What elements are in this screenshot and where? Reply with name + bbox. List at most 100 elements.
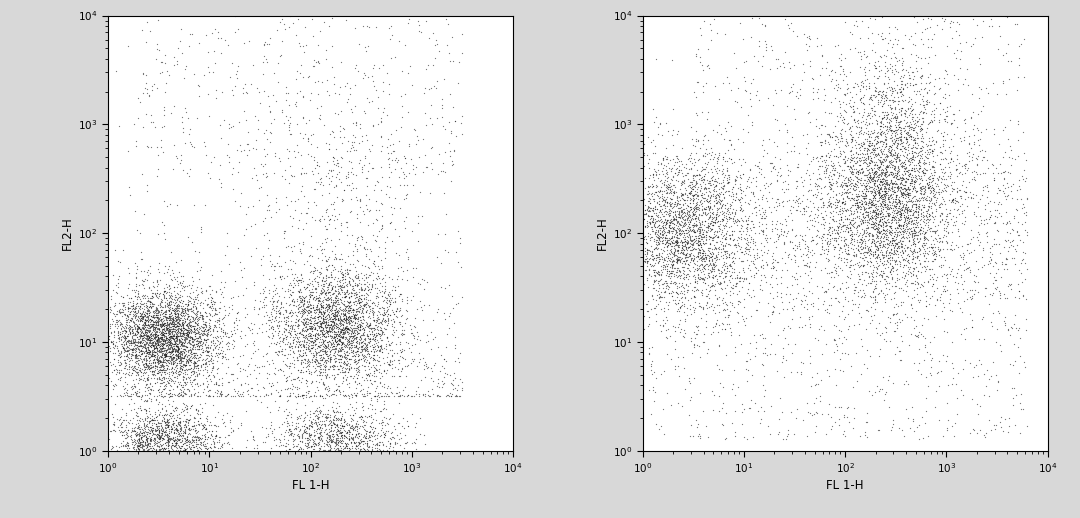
Point — [887, 195, 904, 203]
Point — [320, 311, 337, 319]
Point — [136, 352, 153, 360]
Point — [726, 208, 743, 217]
Point — [170, 421, 187, 429]
Point — [120, 370, 137, 378]
Point — [891, 199, 908, 208]
Point — [367, 338, 384, 347]
Point — [724, 280, 741, 289]
Point — [138, 333, 156, 341]
Point — [104, 271, 121, 280]
Point — [120, 338, 137, 346]
Point — [872, 51, 889, 60]
Point — [294, 331, 311, 339]
Point — [348, 420, 365, 428]
Point — [876, 396, 893, 404]
Point — [996, 265, 1013, 273]
Point — [305, 437, 322, 445]
Point — [939, 112, 956, 120]
Point — [204, 362, 221, 370]
Point — [150, 319, 167, 327]
Point — [127, 312, 145, 320]
Point — [876, 34, 893, 42]
Point — [156, 435, 173, 443]
Point — [743, 121, 760, 130]
Point — [978, 183, 996, 192]
Point — [353, 411, 370, 420]
Point — [697, 183, 714, 191]
Point — [260, 370, 278, 379]
Point — [293, 209, 310, 217]
Point — [1002, 285, 1020, 293]
Point — [860, 172, 877, 181]
Point — [193, 434, 211, 442]
Point — [912, 151, 929, 159]
Point — [310, 304, 327, 312]
Point — [854, 209, 872, 217]
Point — [170, 300, 187, 308]
Point — [380, 361, 397, 369]
Point — [954, 391, 971, 399]
Point — [669, 289, 686, 297]
Point — [350, 274, 367, 282]
Point — [133, 429, 150, 437]
Point — [210, 352, 227, 361]
Point — [164, 355, 181, 363]
Point — [168, 327, 186, 336]
Point — [168, 314, 186, 323]
Point — [686, 235, 703, 243]
Point — [167, 322, 185, 330]
Point — [841, 218, 859, 226]
Point — [298, 363, 315, 371]
Point — [759, 246, 777, 254]
Point — [319, 327, 336, 335]
Point — [848, 201, 865, 209]
Point — [339, 298, 356, 307]
Point — [900, 233, 917, 241]
Point — [183, 328, 200, 336]
Point — [753, 359, 770, 368]
Point — [737, 77, 754, 85]
Point — [874, 202, 891, 210]
Point — [324, 42, 341, 51]
Point — [870, 253, 888, 262]
Point — [353, 404, 370, 412]
Point — [309, 278, 326, 286]
Point — [697, 250, 714, 258]
Point — [644, 227, 661, 235]
Point — [711, 121, 728, 130]
Point — [893, 80, 910, 89]
Point — [686, 187, 703, 195]
Point — [377, 238, 394, 246]
Point — [318, 279, 335, 287]
Point — [883, 234, 901, 242]
Point — [99, 352, 117, 360]
Point — [859, 52, 876, 60]
Point — [102, 295, 119, 303]
Point — [315, 339, 333, 348]
Point — [856, 217, 874, 225]
Point — [126, 358, 144, 367]
Point — [179, 365, 197, 373]
Point — [671, 193, 688, 201]
Point — [874, 115, 891, 123]
Point — [159, 434, 176, 442]
Point — [145, 318, 162, 326]
Point — [877, 133, 894, 141]
Point — [199, 347, 216, 355]
Point — [929, 188, 946, 196]
Point — [152, 422, 170, 430]
Point — [212, 339, 229, 347]
Point — [737, 198, 754, 207]
Point — [336, 416, 353, 425]
Point — [868, 158, 886, 166]
Point — [778, 185, 795, 193]
Point — [732, 272, 750, 281]
Point — [936, 168, 954, 176]
Point — [184, 317, 201, 325]
Point — [349, 371, 366, 379]
Point — [673, 301, 690, 309]
Point — [847, 260, 864, 268]
Point — [270, 292, 287, 300]
Point — [375, 274, 392, 282]
Point — [349, 425, 366, 433]
